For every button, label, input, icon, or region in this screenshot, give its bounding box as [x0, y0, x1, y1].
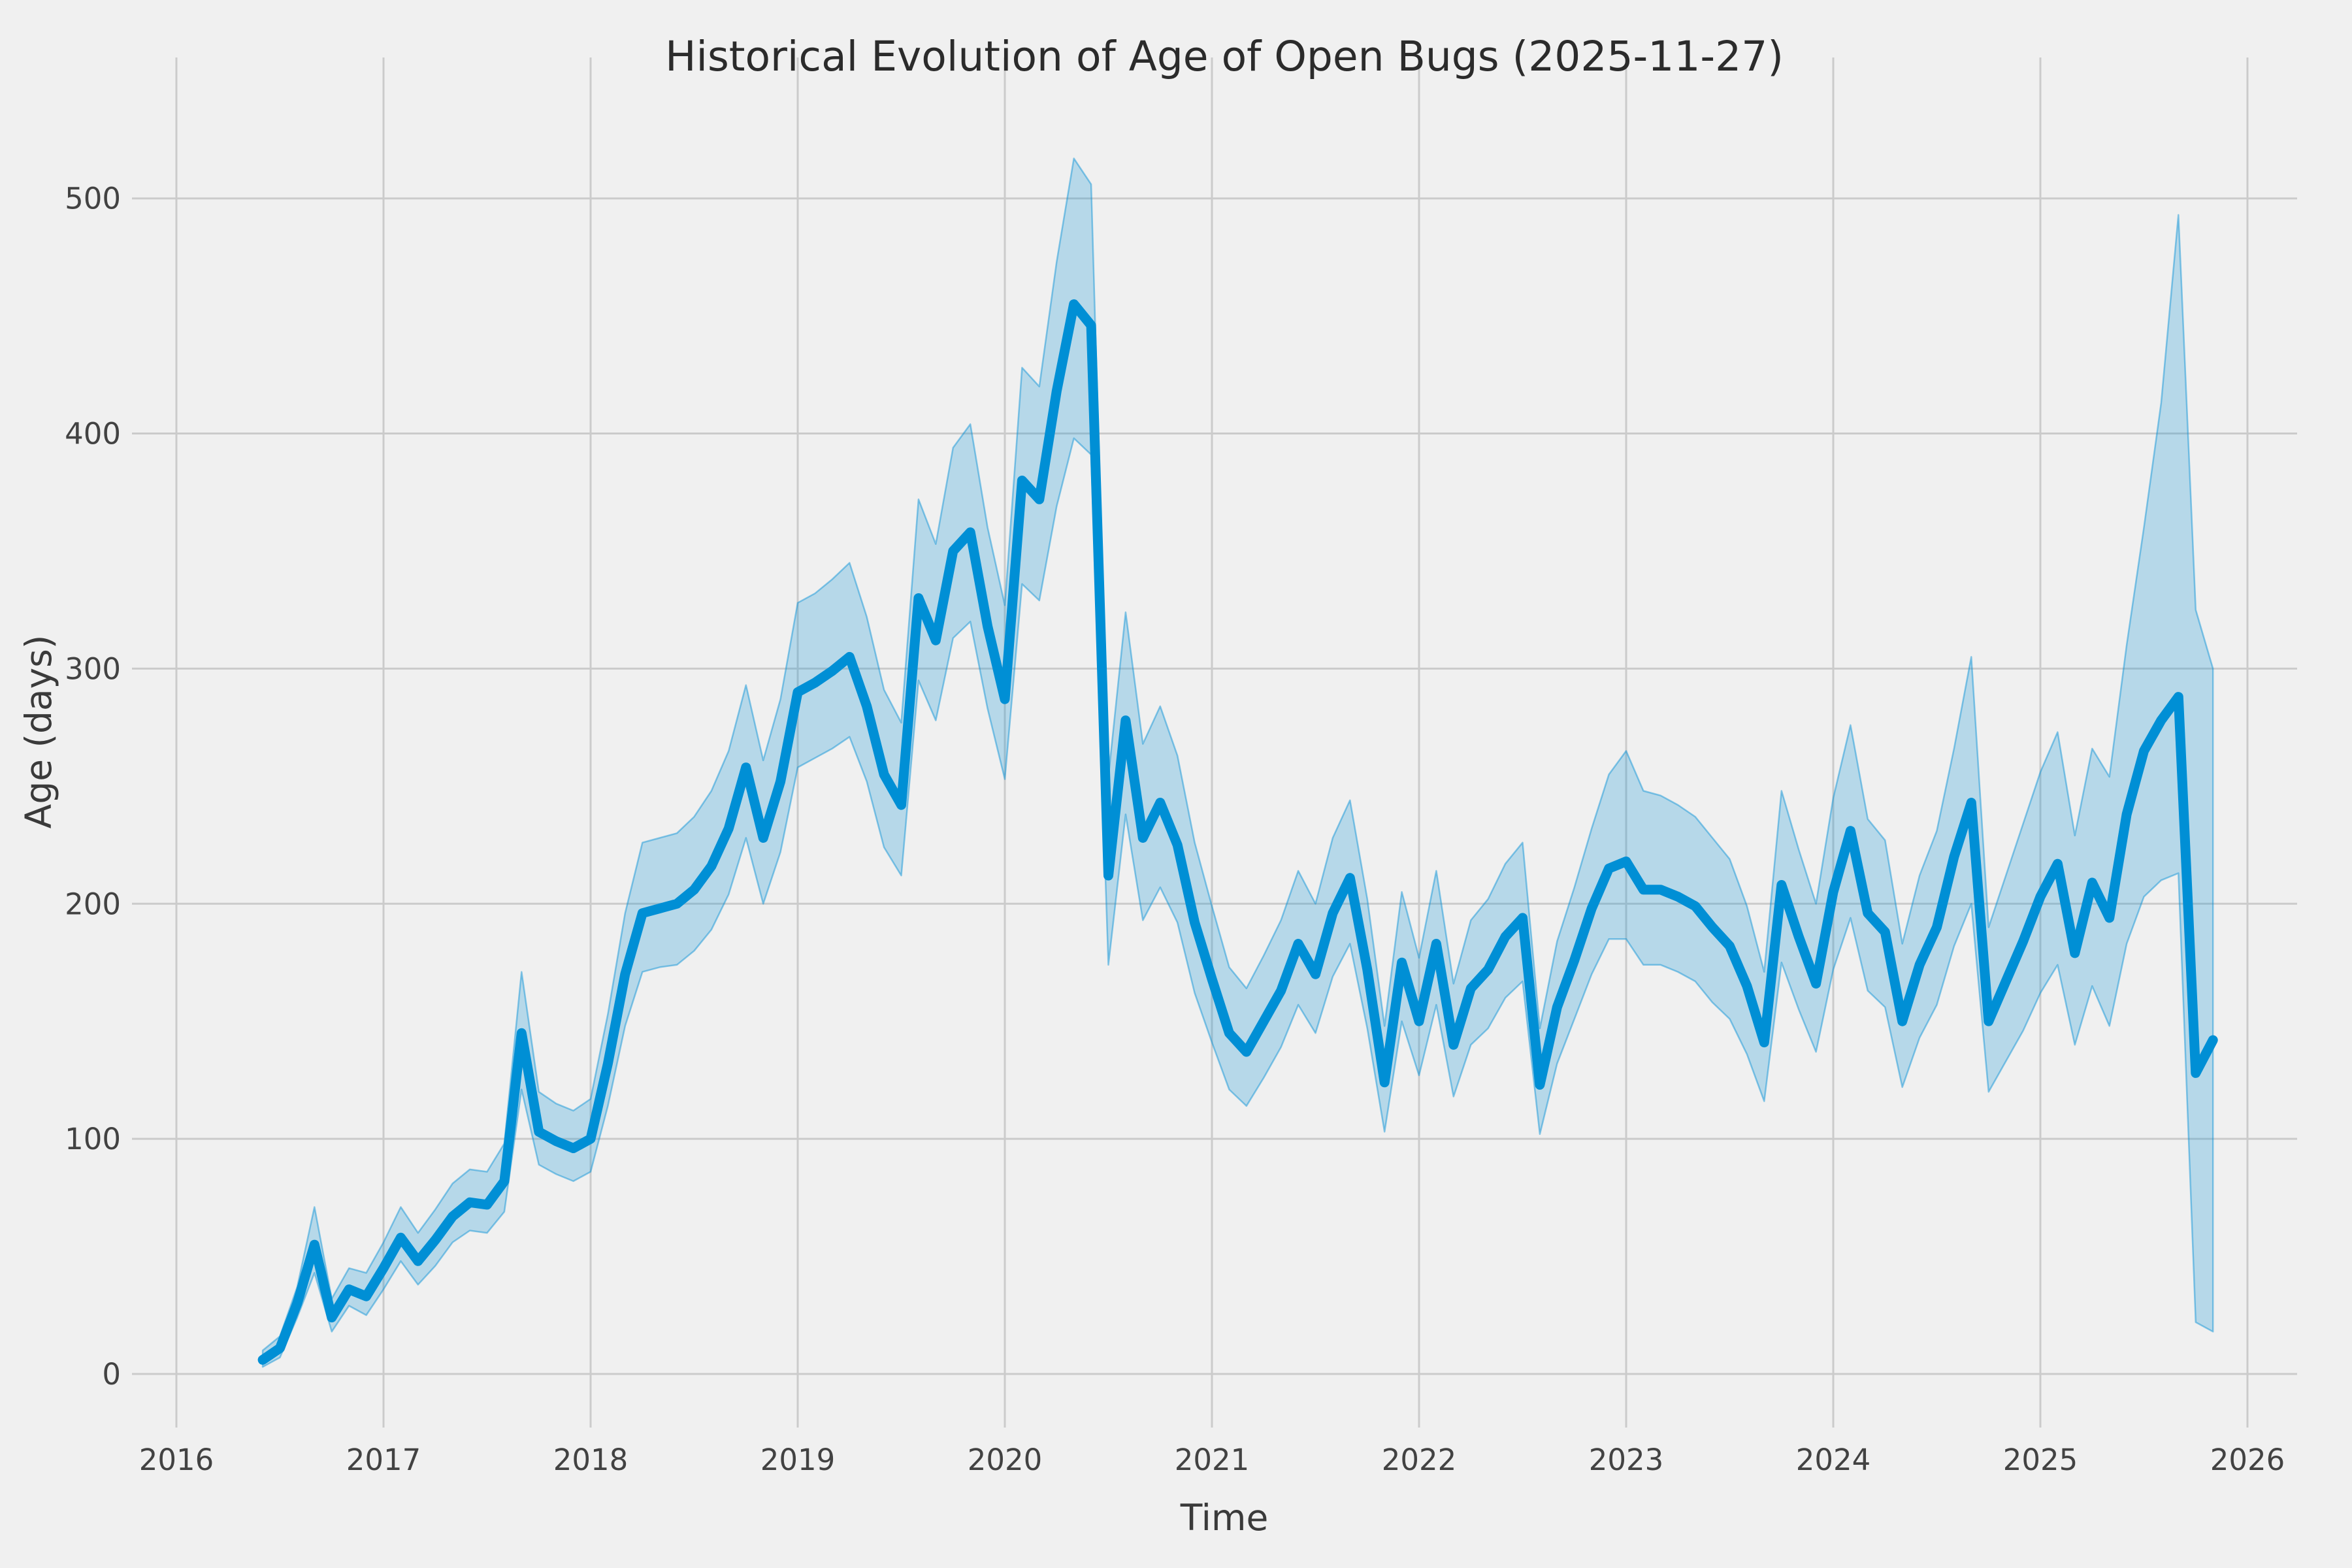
y-tick-label-0: 0 [102, 1357, 121, 1392]
y-tick-label-300: 300 [65, 651, 121, 686]
x-tick-label-2024: 2024 [1796, 1443, 1871, 1477]
x-tick-label-2017: 2017 [346, 1443, 421, 1477]
x-tick-label-2023: 2023 [1589, 1443, 1664, 1477]
series-layer [257, 157, 2218, 1368]
grid-layer [155, 57, 2297, 1405]
y-tick-label-400: 400 [65, 417, 121, 451]
y-tick-label-500: 500 [65, 182, 121, 216]
y-tick-label-100: 100 [65, 1122, 121, 1156]
x-axis-label: Time [1180, 1497, 1269, 1539]
x-tick-label-2022: 2022 [1382, 1443, 1457, 1477]
y-tick-label-200: 200 [65, 887, 121, 921]
x-tick-label-2021: 2021 [1175, 1443, 1250, 1477]
chart-title: Historical Evolution of Age of Open Bugs… [665, 33, 1784, 80]
x-tick-label-2016: 2016 [139, 1443, 214, 1477]
y-axis-label: Age (days) [18, 635, 59, 829]
median-line [257, 299, 2218, 1365]
x-tick-label-2019: 2019 [760, 1443, 836, 1477]
x-tick-label-2025: 2025 [2003, 1443, 2078, 1477]
x-tick-label-2018: 2018 [553, 1443, 629, 1477]
x-tick-label-2020: 2020 [968, 1443, 1043, 1477]
tick-layer: 0 100 200 300 400 500 2016 2017 2018 2019 2020 2021… [65, 182, 2285, 1477]
confidence-band [261, 157, 2214, 1368]
x-tick-label-2026: 2026 [2210, 1443, 2285, 1477]
